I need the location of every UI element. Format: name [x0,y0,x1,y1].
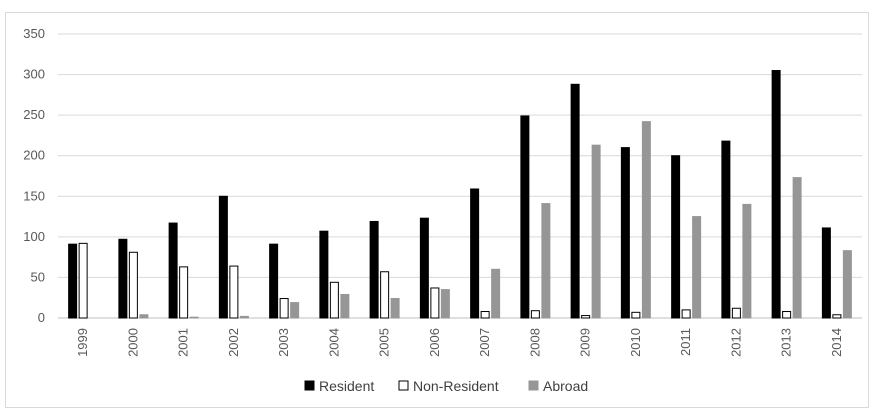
x-tick-label: 2001 [176,328,191,357]
bars [68,70,852,319]
y-tick-label: 100 [23,229,45,244]
bar-abroad-2009 [591,144,601,319]
bar-abroad-2003 [290,302,300,319]
bar-resident-2005 [369,220,379,319]
bar-non-resident-1999 [78,242,88,319]
bar-non-resident-2007 [480,311,490,319]
bar-abroad-2001 [189,316,199,319]
legend-swatch [528,380,539,391]
bar-resident-2008 [520,115,530,319]
bar-resident-2010 [620,147,630,319]
x-tick-label: 2009 [578,328,593,357]
bar-non-resident-2009 [581,315,591,319]
x-tick-label: 2011 [678,328,693,356]
bar-non-resident-2002 [229,265,239,319]
bar-resident-2000 [118,238,128,319]
bar-non-resident-2014 [832,314,842,319]
bar-resident-2014 [821,227,831,319]
x-tick-label: 2006 [427,328,442,357]
bar-abroad-2011 [692,216,702,319]
x-axis: 1999 2000 2001 2002 2003 2004 2005 2006 2007 2008… [75,328,844,357]
y-tick-label: 50 [31,269,45,284]
x-tick-label: 2007 [477,328,492,357]
legend-swatch [304,380,315,391]
bar-resident-2001 [168,222,178,319]
bar-non-resident-2000 [128,251,138,319]
bar-abroad-2012 [742,203,752,319]
bar-non-resident-2001 [179,266,189,319]
bar-abroad-2000 [139,314,149,319]
bar-abroad-2005 [390,298,400,319]
bar-non-resident-2012 [731,307,741,319]
bar-abroad-2008 [541,203,551,319]
bar-resident-2009 [570,83,580,319]
bar-resident-2012 [721,140,731,319]
bar-non-resident-2004 [329,281,339,319]
x-tick-label: 2010 [628,328,643,357]
bar-resident-2002 [218,195,228,319]
bar-non-resident-2010 [631,311,641,319]
bar-abroad-2006 [440,289,450,319]
x-tick-label: 2012 [728,328,743,357]
x-tick-label: 2008 [527,328,542,357]
bar-abroad-2004 [340,293,350,319]
bar-resident-2003 [269,243,279,319]
x-tick-label: 2002 [226,328,241,357]
bar-resident-2011 [671,155,681,319]
x-tick-label: 1999 [75,328,90,357]
bar-non-resident-2003 [279,298,289,319]
bar-resident-2013 [771,70,781,319]
bar-non-resident-2008 [530,310,540,319]
bar-abroad-2013 [792,177,802,319]
bar-non-resident-2011 [681,309,691,319]
bar-abroad-2007 [491,268,501,319]
y-tick-label: 300 [23,67,45,82]
x-tick-label: 2013 [779,328,794,357]
legend: Resident Non-Resident Abroad [304,378,588,394]
bar-resident-2007 [470,188,480,319]
bar-abroad-2002 [239,315,249,319]
x-tick-label: 2004 [326,328,341,357]
bar-resident-1999 [68,243,78,319]
x-tick-label: 2005 [377,328,392,357]
y-tick-label: 350 [23,26,45,41]
x-tick-label: 2000 [125,328,140,357]
bar-resident-2004 [319,230,329,319]
bar-resident-2006 [419,217,429,319]
legend-label: Resident [319,378,374,394]
y-tick-label: 250 [23,107,45,122]
legend-label: Abroad [543,378,588,394]
x-tick-label: 2003 [276,328,291,357]
y-tick-label: 150 [23,188,45,203]
bar-non-resident-2006 [430,287,440,319]
legend-label: Non-Resident [413,378,499,394]
bar-non-resident-2013 [782,311,792,319]
bar-non-resident-2005 [380,271,390,319]
gridlines [58,33,862,319]
bar-abroad-2014 [842,250,852,319]
y-axis: 0 50 100 150 200 250 300 350 [23,26,45,325]
legend-swatch [398,380,409,391]
y-tick-label: 200 [23,148,45,163]
y-tick-label: 0 [38,310,45,325]
x-tick-label: 2014 [829,328,844,357]
bar-abroad-2010 [641,121,651,319]
